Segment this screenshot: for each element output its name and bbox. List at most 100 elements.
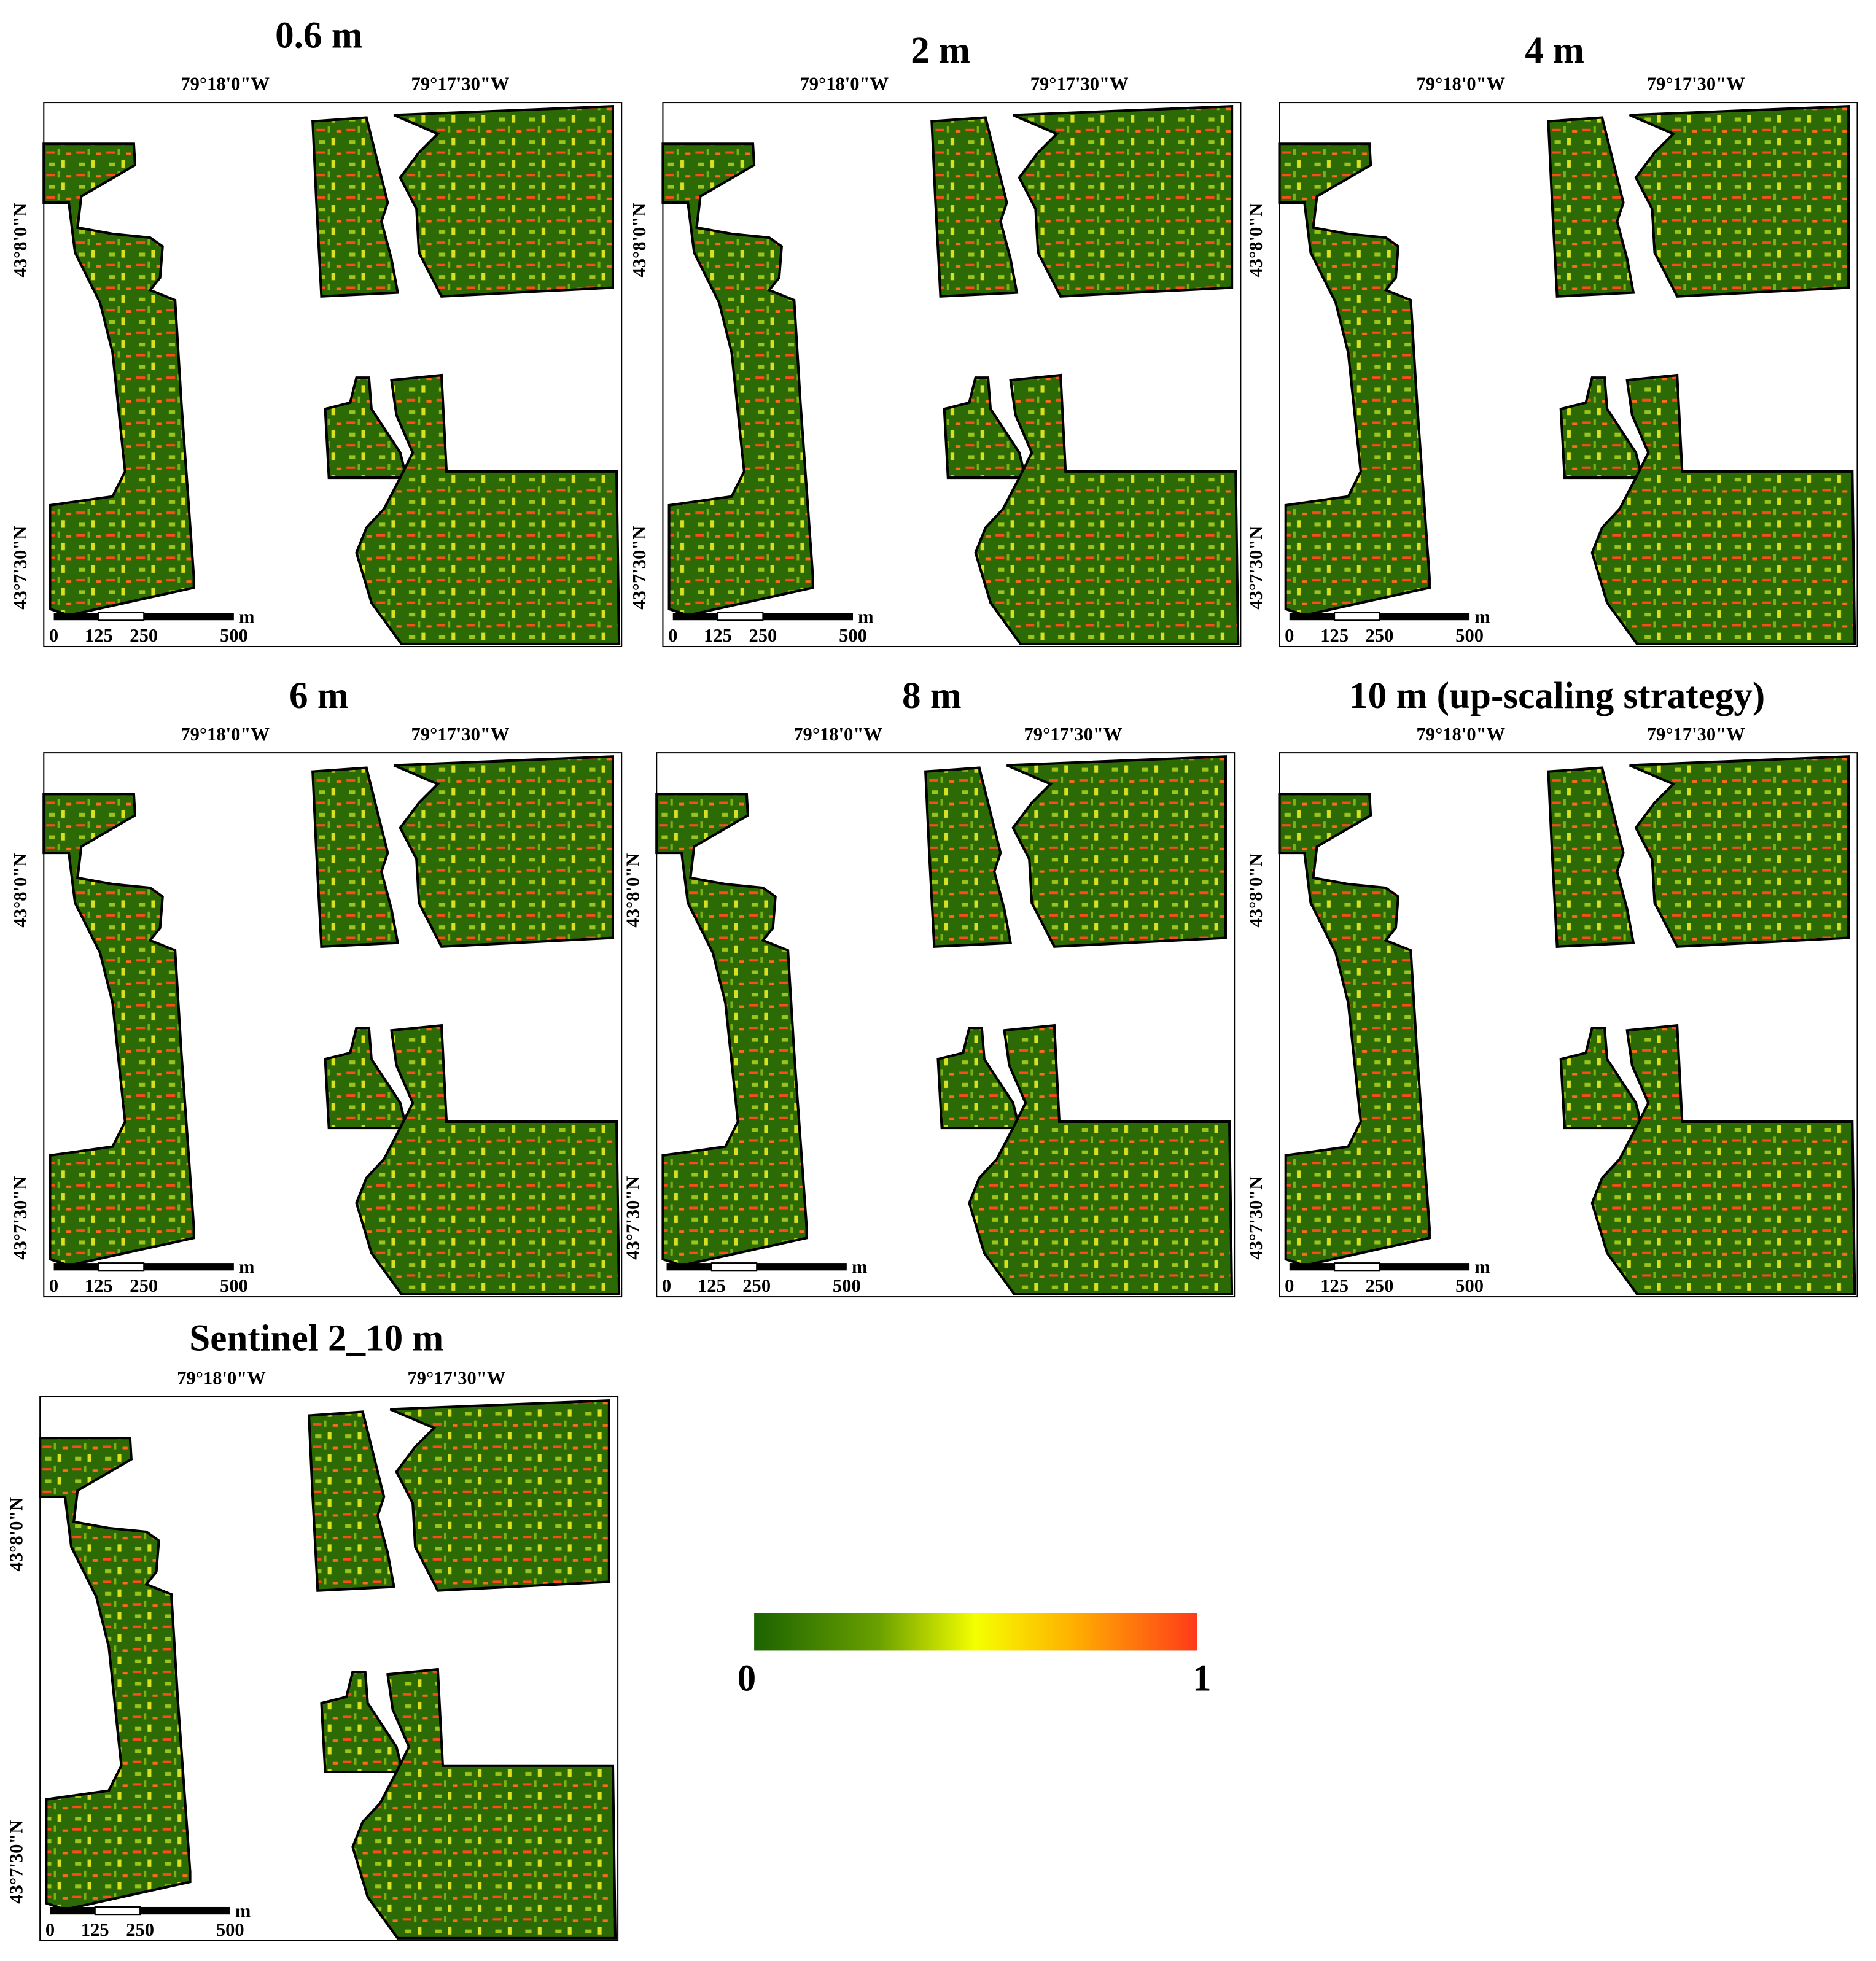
map-panel: 79°18'0"W 79°17'30"W 43°8'0"N 43°7'30"N 0 125… bbox=[623, 724, 1236, 1298]
longitude-label: 79°17'30"W bbox=[411, 74, 510, 95]
scale-segment bbox=[144, 613, 234, 621]
latitude-label: 43°7'30"N bbox=[6, 1820, 27, 1904]
longitude-label: 79°17'30"W bbox=[1647, 74, 1745, 95]
field bbox=[924, 766, 1013, 948]
longitude-label: 79°18'0"W bbox=[793, 724, 882, 745]
scale-label: 500 bbox=[220, 625, 248, 646]
panel-title: 0.6 m bbox=[275, 15, 363, 56]
field bbox=[1629, 105, 1850, 298]
scale-segment bbox=[672, 613, 718, 621]
scale-label: 500 bbox=[1455, 625, 1484, 646]
latitude-label: 43°7'30"N bbox=[1245, 1176, 1266, 1260]
field bbox=[1590, 1023, 1856, 1296]
panel-title: 6 m bbox=[289, 675, 349, 716]
panel-title: 4 m bbox=[1525, 30, 1584, 71]
scale-segment bbox=[666, 1263, 712, 1271]
scale-unit: m bbox=[239, 1256, 254, 1277]
scale-unit: m bbox=[852, 1256, 867, 1277]
scale-unit: m bbox=[235, 1900, 251, 1921]
field bbox=[311, 116, 400, 298]
scale-label: 0 bbox=[668, 625, 677, 646]
scale-segment bbox=[717, 612, 764, 621]
map-panel: 79°18'0"W 79°17'30"W 43°8'0"N 43°7'30"N 0 125… bbox=[10, 74, 623, 648]
scale-segment bbox=[140, 1906, 230, 1915]
panel-title: 8 m bbox=[902, 675, 962, 716]
scale-segment bbox=[710, 1262, 758, 1272]
scale-label: 0 bbox=[49, 625, 58, 646]
field bbox=[320, 1671, 405, 1774]
scale-label: 0 bbox=[45, 1919, 55, 1940]
scale-label: 125 bbox=[698, 1275, 726, 1296]
scale-label: 500 bbox=[216, 1919, 244, 1940]
field bbox=[42, 142, 195, 617]
scale-segment bbox=[98, 612, 145, 621]
map-panel: 79°18'0"W 79°17'30"W 43°8'0"N 43°7'30"N 0 125… bbox=[629, 74, 1242, 648]
field bbox=[1547, 766, 1635, 948]
field bbox=[930, 116, 1019, 298]
latitude-label: 43°7'30"N bbox=[10, 1176, 31, 1260]
field bbox=[1629, 755, 1850, 948]
scale-segment bbox=[1289, 613, 1335, 621]
scale-label: 250 bbox=[130, 625, 158, 646]
field bbox=[311, 766, 400, 948]
scale-label: 500 bbox=[839, 625, 867, 646]
colorbar-min: 0 bbox=[738, 1658, 757, 1699]
field bbox=[1006, 755, 1227, 948]
scale-label: 500 bbox=[220, 1275, 248, 1296]
scale-segment bbox=[94, 1906, 141, 1916]
field bbox=[324, 1027, 408, 1130]
field bbox=[661, 142, 814, 617]
map-panel: 79°18'0"W 79°17'30"W 43°8'0"N 43°7'30"N 0 125… bbox=[1245, 724, 1858, 1298]
longitude-label: 79°18'0"W bbox=[181, 74, 270, 95]
scale-segment bbox=[50, 1906, 95, 1915]
longitude-label: 79°17'30"W bbox=[411, 724, 510, 745]
longitude-label: 79°18'0"W bbox=[177, 1368, 266, 1389]
latitude-label: 43°8'0"N bbox=[1245, 853, 1266, 928]
scale-segment bbox=[1334, 1262, 1380, 1272]
scale-label: 125 bbox=[1320, 625, 1349, 646]
field bbox=[974, 373, 1240, 645]
colorbar-max: 1 bbox=[1193, 1658, 1212, 1699]
scale-unit: m bbox=[239, 606, 254, 627]
scale-label: 125 bbox=[85, 625, 113, 646]
scale-segment bbox=[144, 1263, 234, 1271]
scale-segment bbox=[98, 1262, 145, 1272]
field bbox=[1559, 1027, 1644, 1130]
scale-segment bbox=[53, 613, 99, 621]
panel-title: 2 m bbox=[911, 30, 970, 71]
scale-unit: m bbox=[1474, 606, 1490, 627]
scale-label: 250 bbox=[742, 1275, 771, 1296]
field bbox=[1547, 116, 1635, 298]
field bbox=[1278, 142, 1431, 617]
latitude-label: 43°8'0"N bbox=[10, 853, 31, 928]
field bbox=[351, 1668, 617, 1940]
longitude-label: 79°17'30"W bbox=[1024, 724, 1123, 745]
longitude-label: 79°17'30"W bbox=[407, 1368, 505, 1389]
colorbar-ramp bbox=[754, 1613, 1197, 1651]
scale-label: 125 bbox=[85, 1275, 113, 1296]
longitude-label: 79°18'0"W bbox=[181, 724, 270, 745]
field bbox=[355, 1023, 621, 1296]
scale-segment bbox=[1289, 1263, 1335, 1271]
latitude-label: 43°8'0"N bbox=[1245, 203, 1266, 278]
longitude-label: 79°18'0"W bbox=[1417, 74, 1506, 95]
field bbox=[389, 1399, 610, 1592]
field bbox=[393, 105, 615, 298]
field bbox=[968, 1023, 1234, 1296]
scale-segment bbox=[1379, 613, 1470, 621]
longitude-label: 79°17'30"W bbox=[1030, 74, 1129, 95]
scale-segment bbox=[1334, 612, 1380, 621]
latitude-label: 43°7'30"N bbox=[1245, 526, 1266, 610]
field bbox=[355, 373, 621, 645]
latitude-label: 43°8'0"N bbox=[629, 203, 650, 278]
scale-label: 0 bbox=[1285, 1275, 1294, 1296]
scale-label: 250 bbox=[1366, 625, 1394, 646]
longitude-label: 79°18'0"W bbox=[1417, 724, 1506, 745]
